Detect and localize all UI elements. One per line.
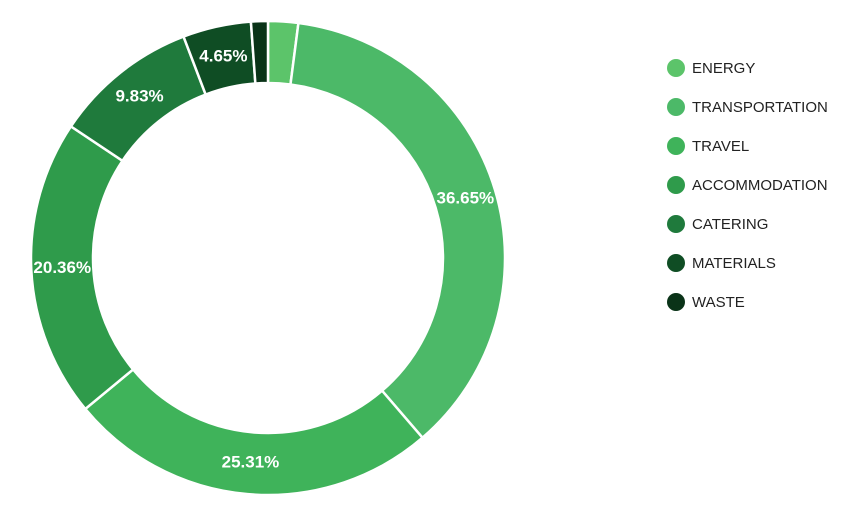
legend-swatch — [667, 215, 685, 233]
legend-label: TRANSPORTATION — [692, 99, 828, 116]
legend-label: MATERIALS — [692, 255, 776, 272]
slice — [83, 367, 425, 497]
slice — [289, 21, 507, 440]
slice-label: 36.65% — [437, 188, 495, 207]
legend-label: WASTE — [692, 294, 745, 311]
legend-label: TRAVEL — [692, 138, 749, 155]
legend-label: CATERING — [692, 216, 768, 233]
legend-swatch — [667, 59, 685, 77]
slice-label: 25.31% — [222, 453, 280, 472]
legend-label: ACCOMMODATION — [692, 177, 828, 194]
slice-label: 4.65% — [199, 46, 247, 65]
legend-swatch — [667, 176, 685, 194]
legend-swatch — [667, 254, 685, 272]
slice-label: 9.83% — [115, 86, 163, 105]
legend-swatch — [667, 98, 685, 116]
legend-swatch — [667, 137, 685, 155]
legend-swatch — [667, 293, 685, 311]
legend-label: ENERGY — [692, 60, 755, 77]
slice — [249, 19, 270, 85]
slice-label: 20.36% — [33, 258, 91, 277]
